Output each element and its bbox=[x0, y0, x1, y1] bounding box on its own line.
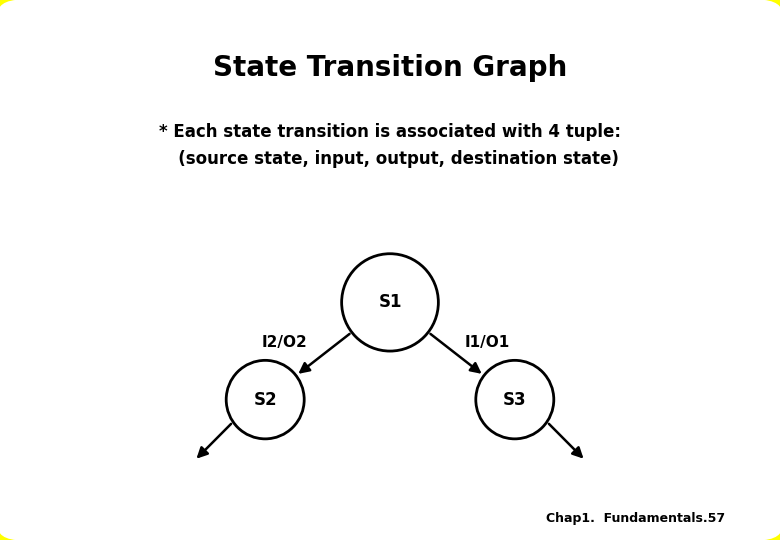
Text: State Transition Graph: State Transition Graph bbox=[213, 53, 567, 82]
Text: S1: S1 bbox=[378, 293, 402, 312]
Text: S2: S2 bbox=[254, 390, 277, 409]
Ellipse shape bbox=[476, 360, 554, 439]
Text: S3: S3 bbox=[503, 390, 526, 409]
Text: Chap1.  Fundamentals.57: Chap1. Fundamentals.57 bbox=[546, 512, 725, 525]
Ellipse shape bbox=[226, 360, 304, 439]
Text: (source state, input, output, destination state): (source state, input, output, destinatio… bbox=[161, 150, 619, 168]
Text: * Each state transition is associated with 4 tuple:: * Each state transition is associated wi… bbox=[159, 123, 621, 141]
Text: I2/O2: I2/O2 bbox=[262, 335, 307, 350]
Text: I1/O1: I1/O1 bbox=[465, 335, 510, 350]
Ellipse shape bbox=[342, 254, 438, 351]
